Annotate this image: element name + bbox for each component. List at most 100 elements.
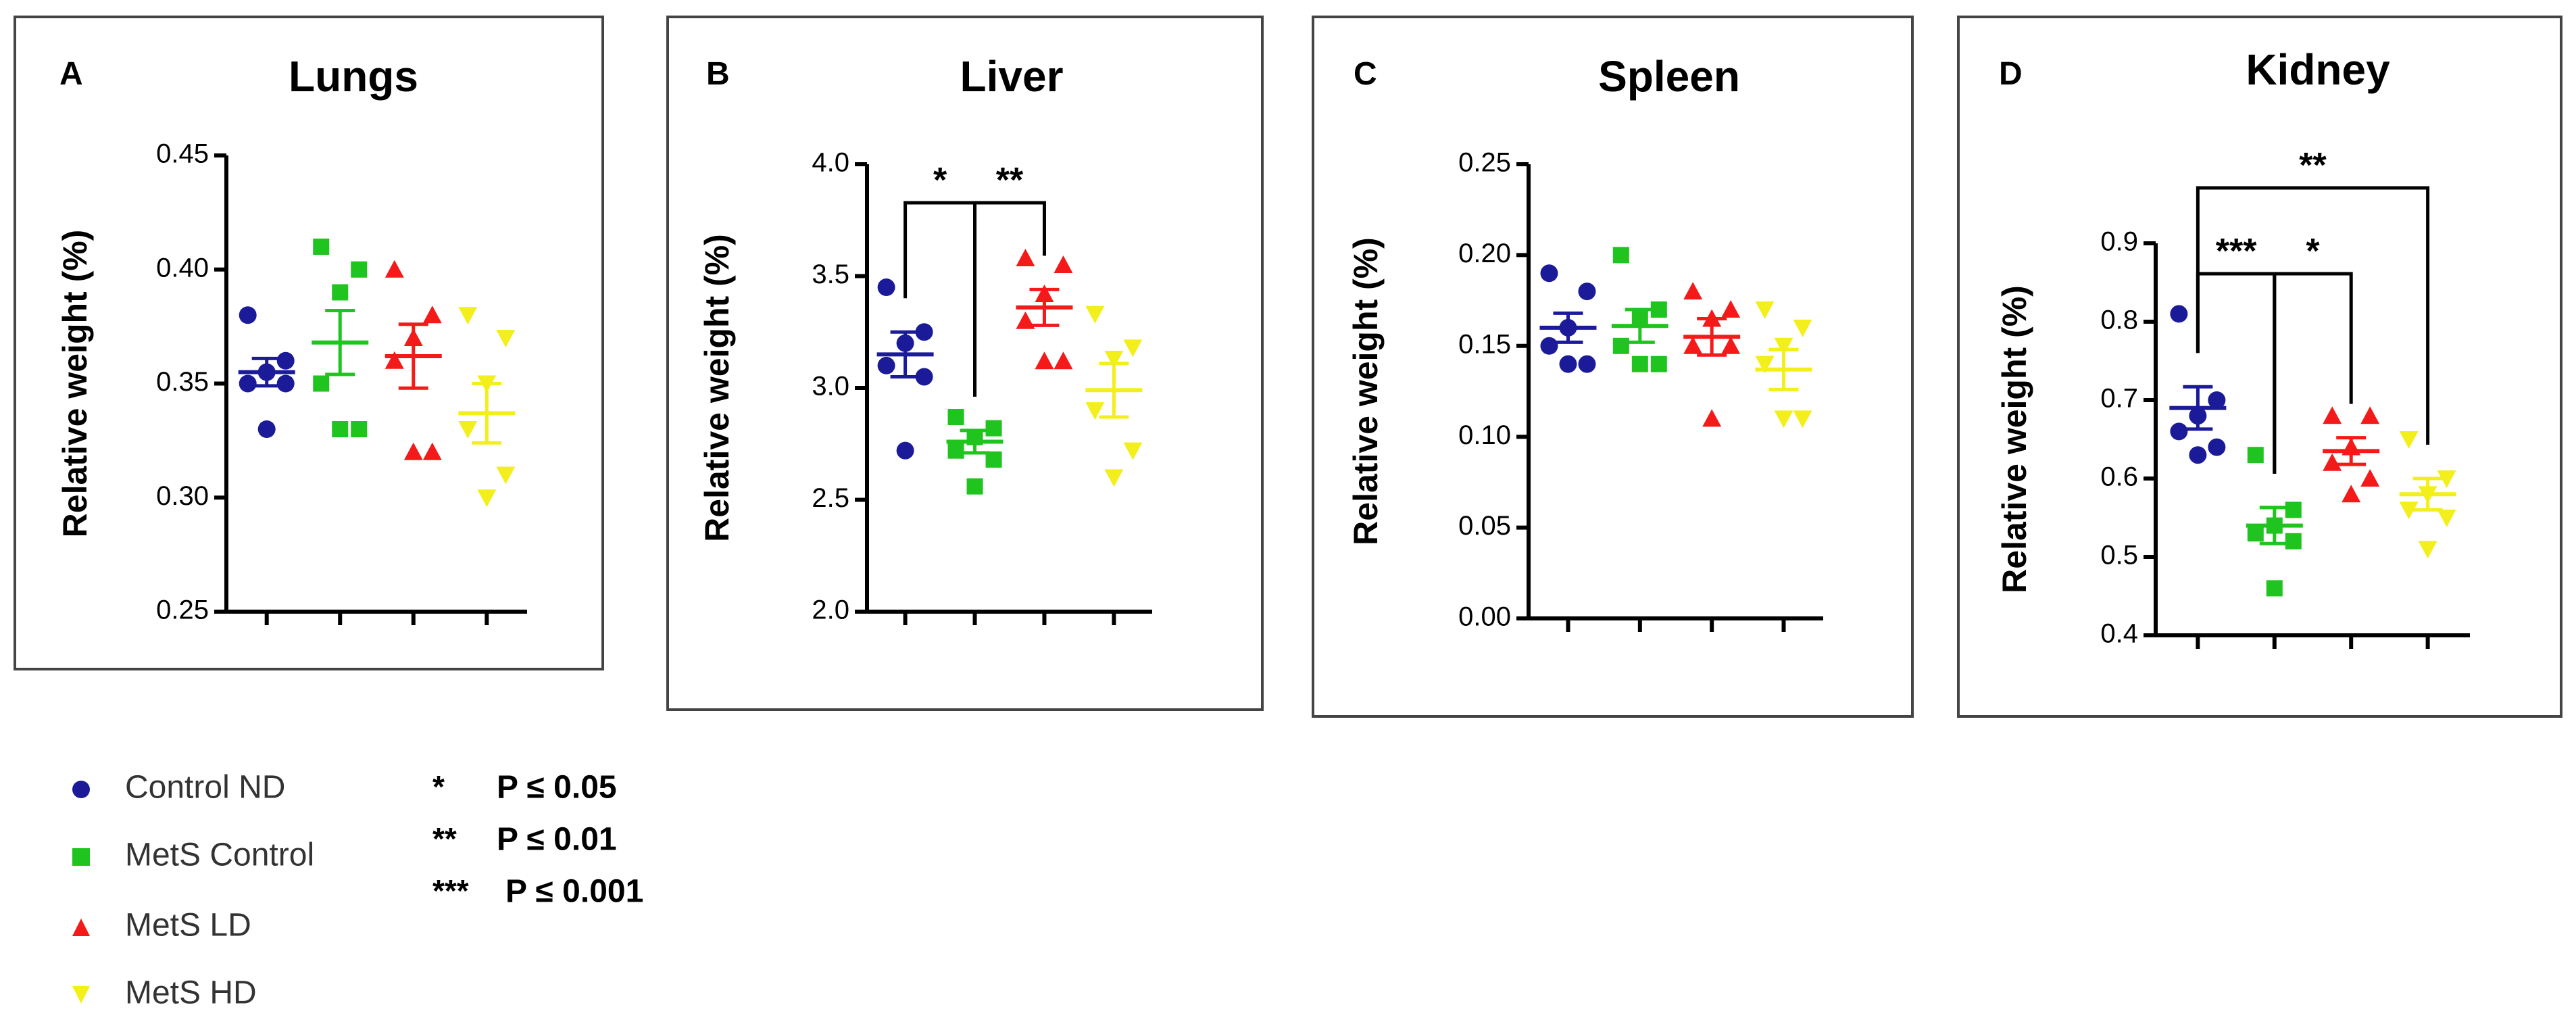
data-point — [1578, 355, 1596, 373]
data-point — [385, 260, 404, 278]
data-point — [313, 375, 330, 392]
data-point — [2247, 447, 2264, 464]
data-point — [1721, 336, 1741, 354]
y-tick-label: 0.10 — [1458, 420, 1511, 450]
data-point — [1774, 410, 1793, 429]
data-point — [1774, 337, 1793, 356]
significance-label: ** — [996, 161, 1024, 200]
panel-frame — [666, 16, 1264, 711]
y-axis-label: Relative weight (%) — [698, 234, 736, 542]
y-tick-label: 0.40 — [156, 253, 209, 283]
data-point — [1540, 337, 1558, 355]
data-point — [496, 330, 516, 347]
data-point — [477, 489, 497, 508]
data-point — [422, 305, 442, 324]
data-point — [1123, 339, 1143, 358]
data-point — [2323, 453, 2342, 471]
series-mets-ld — [1683, 282, 1741, 427]
data-point — [2208, 438, 2226, 456]
data-point — [1612, 247, 1629, 264]
data-point — [2189, 407, 2207, 425]
panel-spleen: C Spleen Relative weight (%) 0.00 0.05 0.10 0.… — [1312, 16, 1914, 718]
data-point — [1578, 283, 1596, 301]
data-point — [2170, 422, 2188, 441]
data-point — [1035, 284, 1054, 302]
y-tick-label: 0.00 — [1458, 602, 1511, 632]
legend: Control ND MetS Control MetS LD MetS HD — [72, 770, 314, 1011]
pvalue-key-item: ** P ≤ 0.01 — [432, 821, 617, 858]
data-point — [1104, 350, 1124, 368]
pvalue-stars: ** — [432, 821, 457, 856]
y-axis-label: Relative weight (%) — [56, 230, 94, 538]
data-point — [2189, 446, 2207, 464]
data-point — [1702, 309, 1722, 327]
y-tick-label: 0.4 — [2100, 619, 2138, 649]
data-point — [2418, 541, 2437, 559]
data-point — [1793, 319, 1812, 337]
data-point — [257, 420, 276, 438]
pvalue-key-item: *** P ≤ 0.001 — [432, 873, 643, 910]
data-point — [1612, 337, 1629, 354]
y-tick-label: 0.15 — [1458, 329, 1511, 359]
significance-label: * — [933, 161, 947, 200]
series-mets-ld — [1016, 249, 1073, 370]
y-tick-label: 0.30 — [156, 481, 209, 511]
panel-frame — [1957, 16, 2562, 718]
pvalue-stars: * — [432, 769, 445, 804]
legend-item-control-nd: Control ND — [72, 770, 285, 806]
panel-letter: C — [1354, 56, 1377, 92]
data-point — [2323, 406, 2342, 424]
data-point — [351, 261, 368, 278]
data-point — [1104, 469, 1124, 487]
data-point — [2360, 469, 2380, 487]
y-tick-label: 0.25 — [156, 595, 209, 625]
panel-title: Lungs — [289, 52, 418, 101]
series-mets-control — [2246, 447, 2303, 597]
data-point — [1650, 356, 1667, 372]
panel-lungs: A Lungs Relative weight (%) 0.25 0.30 0.35 0.4… — [14, 16, 604, 670]
data-point — [915, 323, 933, 341]
data-point — [2170, 305, 2188, 323]
legend-item-mets-control: MetS Control — [72, 837, 314, 873]
data-point — [257, 363, 276, 381]
series-mets-hd — [1085, 305, 1143, 487]
data-point — [1755, 301, 1775, 320]
series-mets-hd — [458, 307, 516, 508]
data-point — [1559, 318, 1577, 337]
data-point — [1559, 355, 1577, 373]
data-point — [276, 351, 295, 370]
data-point — [877, 356, 895, 374]
data-point — [2247, 525, 2264, 542]
data-point — [896, 334, 914, 352]
y-tick-label: 0.45 — [156, 139, 209, 169]
y-tick-label: 0.25 — [1458, 148, 1511, 178]
pvalue-key-item: * P ≤ 0.05 — [432, 769, 617, 806]
data-point — [385, 351, 404, 369]
series-mets-ld — [2323, 406, 2380, 503]
series-control-nd — [1539, 264, 1597, 373]
data-point — [1721, 300, 1741, 318]
series-mets-control — [946, 409, 1004, 495]
series-mets-control — [1611, 247, 1668, 372]
data-point — [877, 278, 895, 297]
data-point — [2399, 501, 2419, 520]
data-point — [985, 451, 1002, 468]
data-point — [2266, 580, 2283, 597]
data-point — [1631, 356, 1648, 372]
data-point — [2208, 391, 2226, 409]
significance-label: ** — [2299, 146, 2327, 185]
data-point — [2399, 431, 2419, 449]
series-mets-ld — [385, 260, 442, 460]
data-point — [2342, 437, 2361, 456]
series-control-nd — [876, 278, 934, 460]
data-point — [947, 442, 964, 459]
y-axis-label: Relative weight (%) — [1996, 285, 2033, 593]
series-control-nd — [2169, 305, 2227, 464]
legend-marker-triangle-down — [72, 986, 90, 1004]
data-point — [1085, 402, 1105, 420]
y-tick-label: 3.5 — [812, 260, 849, 289]
y-tick-label: 0.6 — [2100, 462, 2138, 492]
panel-title: Kidney — [2246, 45, 2390, 94]
y-tick-label: 3.0 — [812, 372, 849, 401]
pvalue-stars: *** — [432, 873, 469, 908]
